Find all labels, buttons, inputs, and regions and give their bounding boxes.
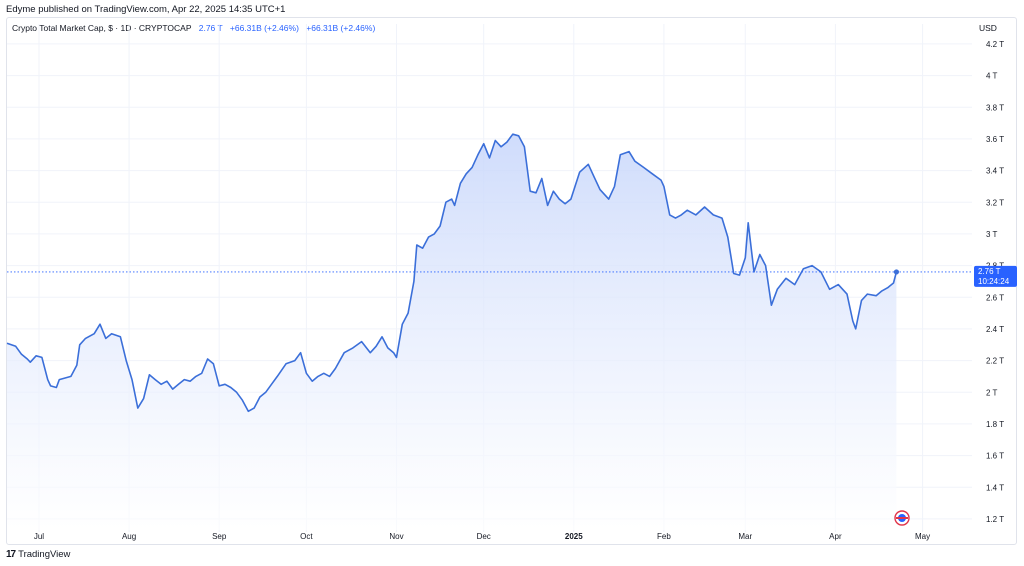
- x-tick-label: Apr: [829, 532, 842, 541]
- y-tick-label: 1.6 T: [986, 452, 1004, 461]
- event-badge-icon[interactable]: [893, 510, 911, 526]
- y-tick-label: 4.2 T: [986, 40, 1004, 49]
- price-line[interactable]: [6, 133, 898, 413]
- y-tick-label: 2.2 T: [986, 357, 1004, 366]
- x-tick-label: May: [915, 532, 930, 541]
- x-tick-label: Aug: [122, 532, 136, 541]
- last-price-label: [974, 265, 1017, 287]
- x-tick-label: Sep: [212, 532, 227, 541]
- y-tick-label: 3 T: [986, 230, 998, 239]
- x-tick-label: Mar: [738, 532, 752, 541]
- change-value-secondary: +66.31B (+2.46%): [306, 23, 376, 33]
- x-tick-label: Nov: [389, 532, 403, 541]
- y-tick-label: 1.2 T: [986, 515, 1004, 524]
- publisher-caption: Edyme published on TradingView.com, Apr …: [6, 4, 286, 15]
- x-tick-label: Dec: [477, 532, 491, 541]
- y-tick-label: 1.4 T: [986, 483, 1004, 492]
- x-tick-label: Feb: [657, 532, 671, 541]
- last-price-text: 2.76 T: [978, 267, 1001, 276]
- tradingview-logo-icon: 17: [6, 549, 16, 560]
- y-tick-label: 3.2 T: [986, 198, 1004, 207]
- tradingview-logo[interactable]: 17 TradingView: [6, 549, 70, 560]
- area-fill: [7, 134, 897, 530]
- brand-name: TradingView: [18, 549, 71, 560]
- change-value: +66.31B (+2.46%): [229, 23, 299, 33]
- y-tick-label: 2 T: [986, 388, 998, 397]
- x-tick-label: 2025: [565, 532, 583, 541]
- y-tick-label: 2.4 T: [986, 325, 1004, 334]
- x-tick-label: Jul: [34, 532, 44, 541]
- last-point-dot: [893, 269, 900, 275]
- y-tick-label: 3.4 T: [986, 167, 1004, 176]
- y-tick-label: 4 T: [986, 72, 998, 81]
- countdown-text: 10:24:24: [978, 277, 1010, 286]
- symbol-title[interactable]: Crypto Total Market Cap, $ · 1D · CRYPTO…: [12, 23, 192, 33]
- x-tick-label: Oct: [300, 532, 313, 541]
- y-tick-label: 3.8 T: [986, 103, 1004, 112]
- chart-legend: Crypto Total Market Cap, $ · 1D · CRYPTO…: [12, 23, 375, 33]
- last-value: 2.76 T: [198, 23, 223, 33]
- y-tick-label: 1.8 T: [986, 420, 1004, 429]
- y-tick-label: 3.6 T: [986, 135, 1004, 144]
- currency-label[interactable]: USD: [979, 23, 997, 33]
- y-tick-label: 2.6 T: [986, 293, 1004, 302]
